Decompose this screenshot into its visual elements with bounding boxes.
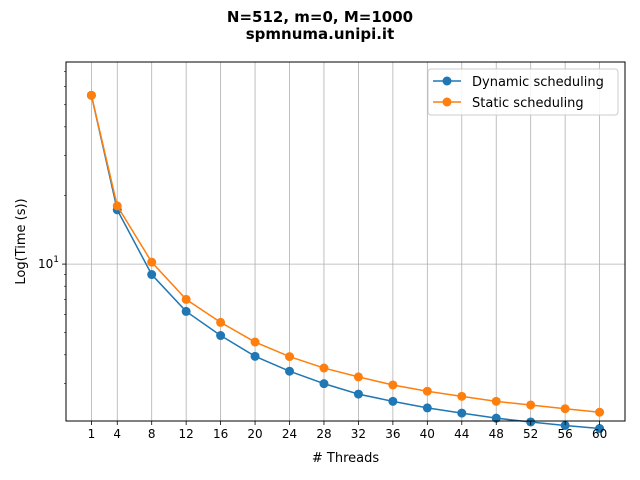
data-point-1 [147,257,157,267]
x-tick-label: 52 [523,427,538,441]
x-tick-label: 4 [113,427,121,441]
data-point-1 [112,201,122,211]
data-point-0 [388,396,398,406]
data-point-1 [526,400,536,410]
data-point-1 [181,294,191,304]
x-tick-label: 1 [88,427,96,441]
data-point-0 [595,424,605,434]
data-point-1 [86,90,96,100]
x-tick-label: 20 [247,427,262,441]
series-line-1 [90,95,600,413]
x-tick-label: 40 [420,427,435,441]
data-point-1 [285,352,295,362]
data-point-0 [560,420,570,430]
x-tick-label: 24 [282,427,297,441]
data-point-1 [319,363,329,373]
data-point-0 [285,366,295,376]
data-point-0 [319,379,329,389]
data-point-0 [250,351,260,361]
grid-lines [66,62,625,421]
data-point-1 [491,396,501,406]
x-tick-label: 44 [454,427,469,441]
y-tick-label: 101 [38,255,59,271]
legend-label-dynamic: Dynamic scheduling [472,75,604,90]
data-point-1 [353,372,363,382]
data-point-0 [181,306,191,316]
legend: Dynamic scheduling Static scheduling [427,68,619,116]
x-tick-label: 48 [489,427,504,441]
data-point-1 [560,404,570,414]
data-point-0 [422,403,432,413]
x-tick-label: 60 [592,427,607,441]
x-tick-label: 36 [385,427,400,441]
legend-marker-static [442,97,452,107]
y-axis-label: Log(Time (s)) [14,198,29,284]
x-axis-ticks: 1 4 8 12 16 20 24 28 32 36 40 44 48 52 56 60 [88,421,607,441]
data-point-1 [250,337,260,347]
data-point-0 [491,413,501,423]
data-point-0 [216,331,226,341]
x-tick-label: 8 [148,427,156,441]
chart-title-line1: N=512, m=0, M=1000 [227,8,413,26]
data-series [86,90,605,434]
data-point-0 [147,270,157,280]
data-point-1 [595,407,605,417]
chart-title-line2: spmnuma.unipi.it [246,25,395,43]
y-axis-ticks: 101 [38,71,66,384]
x-tick-label: 28 [316,427,331,441]
x-tick-label: 16 [213,427,228,441]
data-point-0 [353,389,363,399]
data-point-0 [457,408,467,418]
data-point-1 [457,391,467,401]
legend-label-static: Static scheduling [472,96,584,111]
data-point-1 [216,317,226,327]
legend-box [427,68,619,116]
data-point-1 [388,380,398,390]
x-tick-label: 32 [351,427,366,441]
plot-frame [65,61,626,422]
x-axis-label: # Threads [312,451,379,466]
legend-marker-dynamic [442,76,452,86]
x-tick-label: 56 [557,427,572,441]
series-line-0 [90,95,600,430]
data-point-1 [422,386,432,396]
x-tick-label: 12 [179,427,194,441]
